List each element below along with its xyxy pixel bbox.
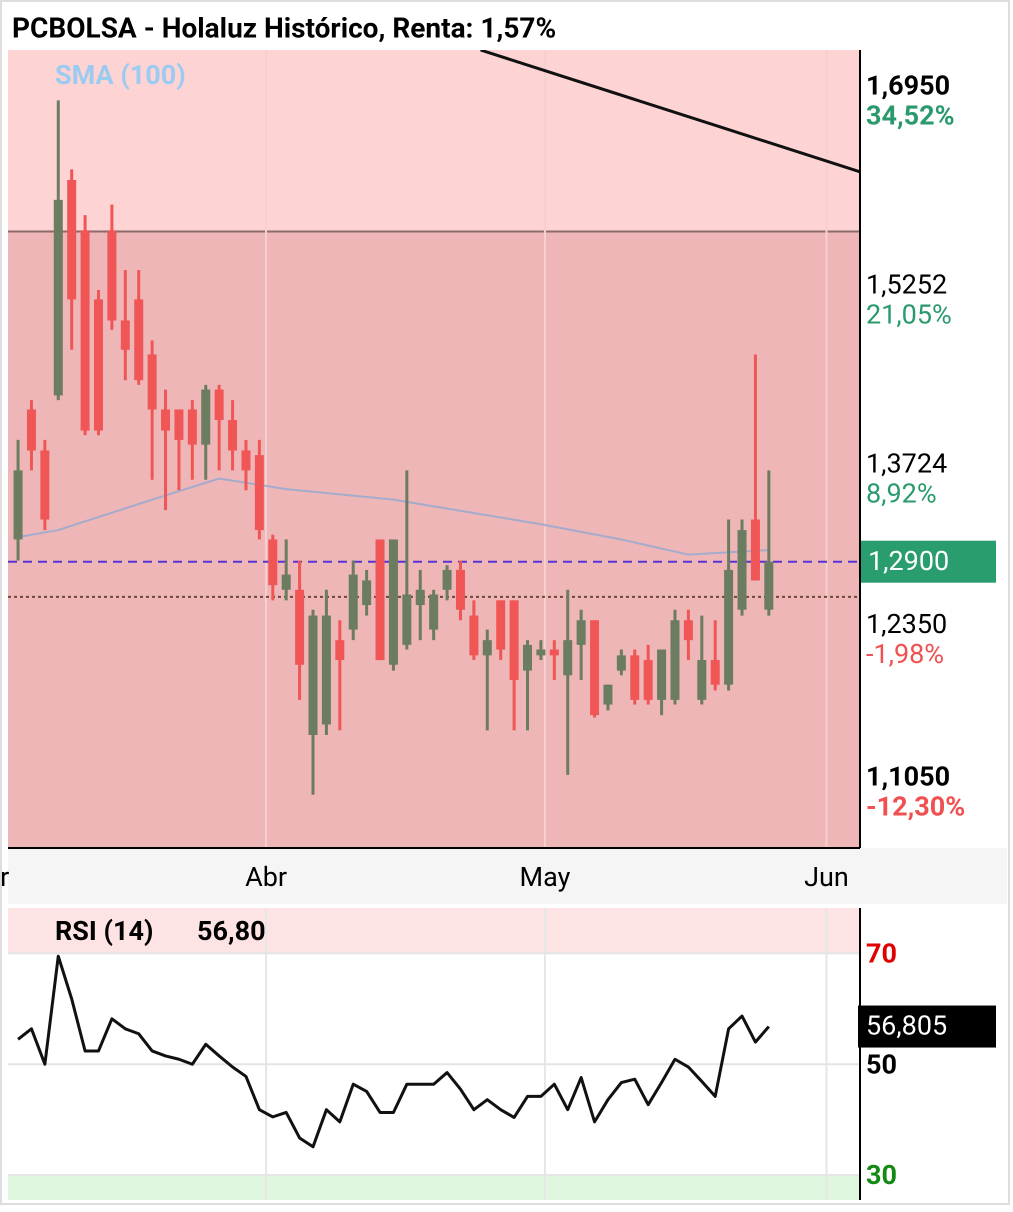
candle-body — [241, 450, 251, 471]
rsi-last-box — [858, 1005, 996, 1048]
candle-body — [697, 660, 707, 700]
candle-body — [455, 569, 465, 610]
candle-body — [724, 569, 734, 685]
rsi-value: 56,80 — [197, 915, 266, 947]
candle-body — [174, 409, 184, 440]
candle-body — [576, 620, 586, 645]
candle-body — [281, 574, 291, 590]
x-tick-label: r — [0, 861, 9, 893]
candle-body — [335, 640, 345, 661]
candle-body — [348, 574, 358, 630]
candle-body — [737, 530, 747, 610]
candle-body — [616, 655, 626, 671]
candle-body — [161, 409, 171, 431]
y-tick-pct: -12,30% — [866, 790, 965, 822]
candle-body — [295, 589, 305, 665]
candle-body — [308, 615, 318, 736]
x-tick-label: May — [520, 861, 571, 893]
candle-body — [509, 600, 519, 680]
rsi-last-label: 56,805 — [866, 1010, 947, 1042]
rsi-overbought — [8, 908, 860, 954]
candle-body — [429, 594, 439, 630]
trendline — [480, 48, 860, 174]
candle-body — [603, 684, 613, 705]
candle-body — [683, 620, 693, 641]
last-price-label: 1,2900 — [868, 545, 949, 577]
x-axis-band — [8, 848, 1007, 904]
candle-body — [147, 354, 157, 410]
candle-body — [26, 409, 36, 451]
last-price-box — [860, 540, 996, 583]
candle-body — [375, 539, 385, 661]
candle-body — [107, 230, 117, 321]
candle-body — [214, 389, 224, 421]
y-tick-pct: -1,98% — [866, 638, 944, 670]
candle-body — [187, 409, 197, 445]
title-box — [8, 8, 860, 50]
rsi-tick-label: 70 — [866, 938, 897, 970]
rsi-line — [17, 954, 770, 1149]
candle-body — [523, 644, 533, 671]
candle-body — [590, 620, 600, 716]
candle-body — [630, 655, 640, 700]
y-tick-pct: 21,05% — [866, 298, 952, 330]
candle-body — [13, 470, 23, 540]
rsi-oversold — [8, 1175, 860, 1200]
candle-body — [120, 320, 130, 350]
candle-body — [643, 660, 653, 700]
candle-body — [201, 389, 211, 445]
candle-body — [402, 594, 412, 645]
candle-body — [710, 660, 720, 685]
rsi-tick-label: 50 — [866, 1048, 897, 1080]
y-tick-pct: 8,92% — [866, 477, 937, 509]
candle-body — [53, 199, 63, 396]
candle-body — [750, 519, 760, 581]
candle-body — [268, 539, 278, 586]
candle-body — [40, 450, 50, 520]
candle-body — [563, 640, 573, 676]
x-tick-label: Jun — [804, 861, 849, 893]
lower-zone — [8, 231, 860, 848]
candle-body — [80, 230, 90, 431]
candle-body — [657, 649, 667, 700]
candle-body — [228, 420, 238, 451]
sma-label: SMA (100) — [55, 59, 186, 91]
y-tick-pct: 34,52% — [866, 100, 955, 132]
candle-body — [764, 561, 774, 610]
price-panel — [8, 8, 860, 848]
candle-body — [496, 600, 506, 650]
candle-body — [415, 589, 425, 606]
candle-body — [362, 580, 372, 606]
candle-body — [482, 640, 492, 656]
y-tick-label: 1,3724 — [866, 447, 947, 479]
rsi-tick-label: 30 — [866, 1159, 897, 1191]
y-tick-label: 1,6950 — [866, 70, 950, 102]
y-tick-label: 1,1050 — [866, 760, 950, 792]
candle-body — [134, 299, 144, 381]
chart-title: PCBOLSA - Holaluz Histórico, Renta: 1,57… — [12, 11, 556, 44]
candle-body — [321, 615, 331, 725]
candle-body — [67, 179, 77, 300]
rsi-panel — [8, 908, 860, 1200]
candle-body — [536, 649, 546, 656]
sma-line — [17, 477, 769, 556]
candle-body — [442, 569, 452, 590]
y-tick-label: 1,2350 — [866, 608, 947, 640]
candle-body — [254, 455, 264, 531]
candle-body — [388, 539, 398, 665]
candle-body — [549, 649, 559, 656]
rsi-title: RSI (14) — [55, 915, 153, 947]
x-tick-label: Abr — [245, 861, 287, 893]
candle-body — [670, 620, 680, 700]
candle-body — [93, 299, 103, 431]
y-tick-label: 1,5252 — [866, 268, 947, 300]
candle-body — [469, 615, 479, 656]
